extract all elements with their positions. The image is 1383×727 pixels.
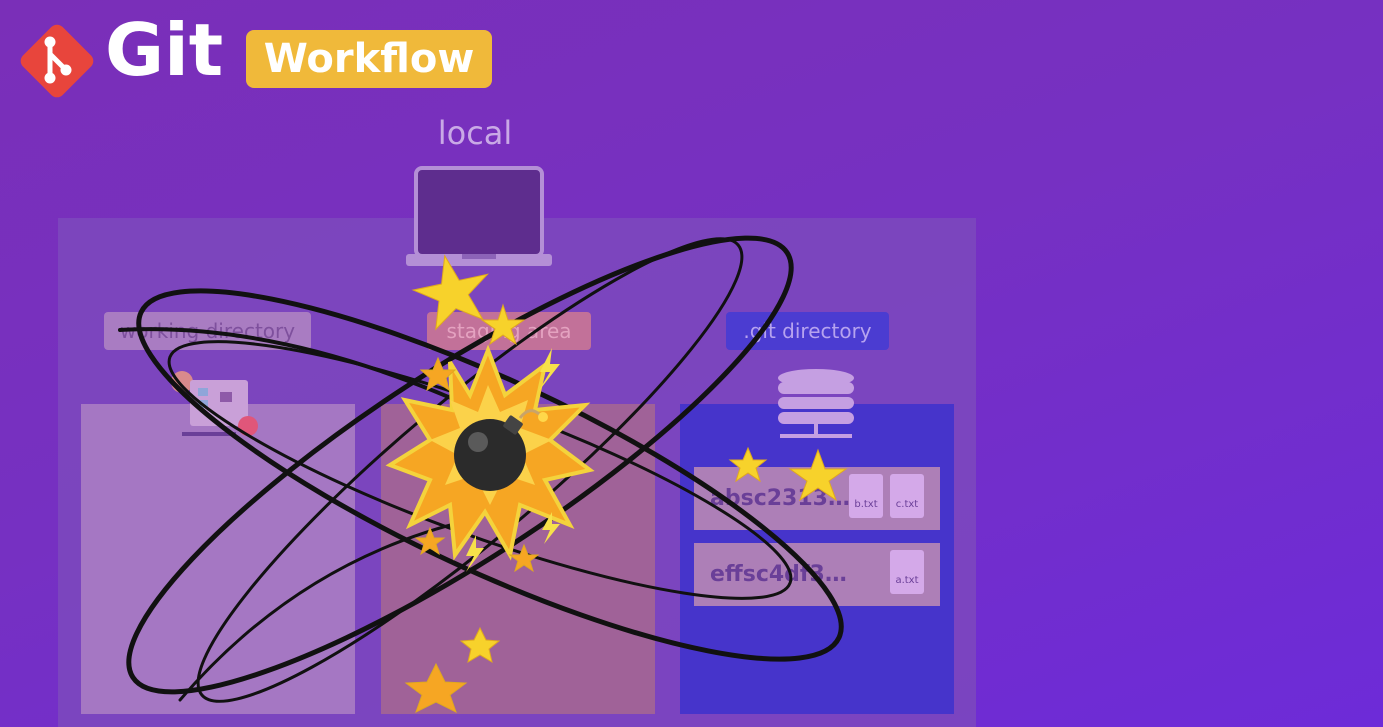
file-icon: a.txt: [890, 550, 924, 594]
star-icon: [480, 303, 526, 346]
workflow-badge: Workflow: [246, 30, 492, 88]
git-logo-icon: [20, 24, 94, 98]
local-label: local: [437, 114, 513, 152]
commit-hash: effsc4df3…: [710, 562, 847, 587]
swirl-stroke: [178, 518, 472, 702]
star-icon: [404, 662, 468, 714]
star-icon: [419, 356, 457, 392]
file-icon: b.txt: [849, 474, 883, 518]
git-directory-label: .git directory: [726, 312, 889, 350]
lightning-icon: [542, 512, 560, 544]
lightning-icon: [466, 535, 484, 572]
logo-text: Git: [105, 8, 224, 92]
file-icon: c.txt: [890, 474, 924, 518]
lightning-icon: [538, 348, 560, 392]
star-icon: [728, 446, 768, 483]
laptop-icon: [406, 166, 552, 266]
star-icon: [459, 626, 501, 664]
star-icon: [411, 254, 489, 331]
bomb-icon: [454, 409, 548, 491]
star-icon: [788, 448, 848, 502]
star-icon: [414, 526, 446, 556]
star-icon: [508, 543, 540, 573]
database-icon: [778, 369, 854, 438]
